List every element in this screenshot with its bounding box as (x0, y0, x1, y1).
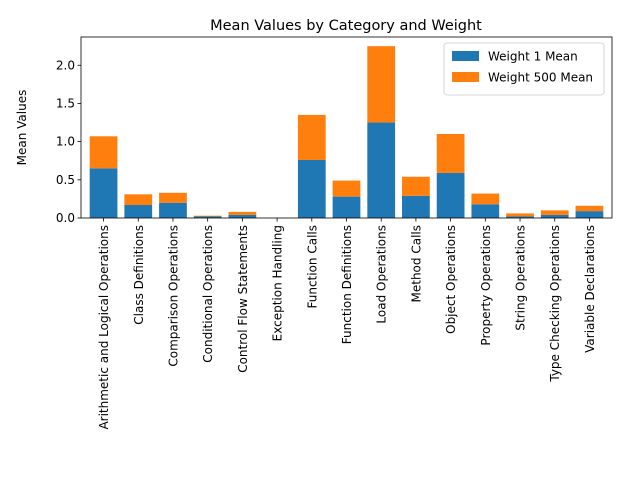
bar-series1-13 (540, 214, 569, 218)
legend-swatch-1 (452, 51, 479, 61)
bar-series2-10 (436, 133, 465, 173)
bar-series1-2 (159, 202, 187, 218)
x-tick-label: Class Definitions (132, 225, 146, 325)
x-tick-label: Function Definitions (340, 225, 354, 344)
bar-series1-6 (297, 159, 326, 218)
bar-series2-0 (89, 136, 118, 169)
bar-series1-1 (124, 205, 153, 218)
x-tick-label: Conditional Operations (201, 225, 215, 363)
bar-series1-7 (332, 196, 361, 218)
bar-series1-14 (575, 211, 604, 218)
x-tick-label: String Operations (514, 225, 528, 331)
y-tick-label: 1.0 (56, 135, 75, 149)
bar-series1-3 (193, 216, 222, 218)
bar-series1-8 (367, 122, 396, 218)
y-tick-label: 2.0 (56, 58, 75, 72)
bar-series1-12 (506, 216, 534, 218)
x-tick-label: Exception Handling (271, 225, 285, 341)
x-tick-label: Variable Declarations (583, 225, 597, 353)
bar-series2-11 (471, 193, 500, 205)
y-tick-label: 1.5 (56, 96, 75, 110)
x-tick-label: Control Flow Statements (236, 225, 250, 373)
legend-swatch-2 (452, 72, 479, 82)
x-tick-label: Arithmetic and Logical Operations (97, 225, 111, 430)
x-tick-label: Property Operations (479, 225, 493, 346)
x-tick-label: Function Calls (305, 225, 319, 309)
bar-series2-12 (506, 213, 534, 217)
bar-series2-6 (297, 114, 326, 160)
bar-series2-3 (193, 215, 222, 217)
bar-series1-0 (89, 168, 118, 218)
y-tick-label: 0.5 (56, 173, 75, 187)
bar-series2-1 (124, 194, 153, 206)
bar-series2-14 (575, 205, 604, 212)
plot-area: 0.0 0.5 1.0 1.5 2.0 Arithmetic and Logical Op… (56, 36, 613, 430)
bar-series1-4 (228, 214, 257, 218)
x-tick-label: Method Calls (409, 225, 423, 302)
x-tick-label: Type Checking Operations (548, 225, 562, 383)
bar-series2-8 (367, 46, 396, 123)
chart-title: Mean Values by Category and Weight (210, 18, 482, 34)
y-axis-title: Mean Values (15, 90, 29, 166)
bar-series1-10 (436, 172, 465, 218)
bar-series2-9 (402, 176, 430, 196)
bar-series1-11 (471, 204, 500, 218)
x-tick-label: Comparison Operations (166, 225, 180, 367)
bar-series2-7 (332, 180, 361, 197)
bar-series2-13 (540, 210, 569, 215)
bar-series2-4 (228, 211, 257, 215)
bar-series1-9 (402, 195, 430, 218)
legend-label-2: Weight 500 Mean (488, 71, 593, 85)
legend-frame (443, 42, 605, 96)
bar-series2-2 (159, 192, 187, 203)
legend: Weight 1 Mean Weight 500 Mean (443, 42, 605, 96)
x-tick-label: Object Operations (444, 225, 458, 334)
legend-label-1: Weight 1 Mean (488, 50, 578, 64)
y-tick-label: 0.0 (56, 211, 75, 225)
x-tick-label: Load Operations (375, 225, 389, 324)
